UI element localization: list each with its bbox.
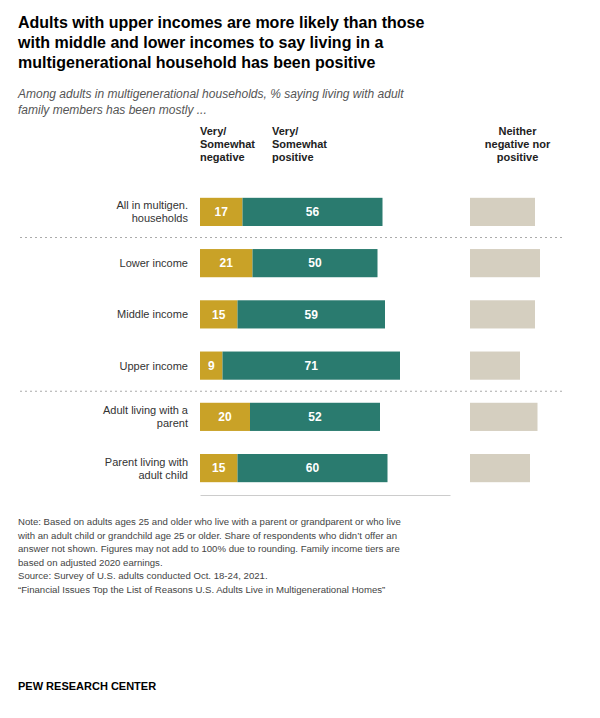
data-label: 17 <box>215 205 229 219</box>
column-header-line: negative <box>200 151 245 163</box>
column-header: Very/Somewhatnegative <box>200 125 255 163</box>
bar <box>250 403 380 431</box>
data-label: 50 <box>308 256 322 270</box>
axis-line <box>201 495 451 496</box>
note-line: based on adjusted 2020 earnings. <box>18 557 163 568</box>
category-label-line: households <box>132 212 189 224</box>
category-label: Adult living with aparent <box>103 404 189 429</box>
column-header: Neithernegative norpositive <box>485 125 551 163</box>
bar <box>470 352 520 380</box>
x-axis <box>201 495 451 496</box>
subtitle-line: family members has been mostly ... <box>18 103 207 117</box>
bar <box>200 300 238 328</box>
separator <box>20 237 565 238</box>
column-header-line: Very/ <box>272 125 298 137</box>
bar <box>200 403 250 431</box>
category-label-line: Lower income <box>120 257 188 269</box>
note-line: answer not shown. Figures may not add to… <box>18 543 400 554</box>
column-header-line: Somewhat <box>272 138 327 150</box>
note: Note: Based on adults ages 25 and older … <box>17 516 401 595</box>
category-label: All in multigen.households <box>116 199 188 224</box>
bar <box>223 352 401 380</box>
bar <box>238 454 388 482</box>
bars-neither <box>470 198 540 482</box>
note-line: with an adult child or grandchild age 25… <box>17 530 397 541</box>
data-label: 20 <box>218 410 232 424</box>
category-label: Middle income <box>117 308 188 320</box>
credit: PEW RESEARCH CENTER <box>18 680 156 692</box>
bar <box>200 454 238 482</box>
bars <box>200 198 400 482</box>
category-label: Upper income <box>120 360 188 372</box>
note-line: Note: Based on adults ages 25 and older … <box>18 516 401 527</box>
bar <box>200 249 253 277</box>
bar <box>243 198 383 226</box>
bar <box>470 198 535 226</box>
bar <box>470 300 535 328</box>
bar <box>470 454 530 482</box>
column-header-line: negative nor <box>485 138 551 150</box>
title-line: Adults with upper incomes are more likel… <box>18 14 424 31</box>
column-header-line: Neither <box>499 125 538 137</box>
data-label: 60 <box>306 461 320 475</box>
category-label-line: Upper income <box>120 360 188 372</box>
data-label: 15 <box>212 308 226 322</box>
column-header-line: positive <box>497 151 539 163</box>
data-label: 21 <box>220 256 234 270</box>
data-label: 59 <box>305 308 319 322</box>
column-header-line: positive <box>272 151 314 163</box>
note-line: Source: Survey of U.S. adults conducted … <box>18 570 268 581</box>
data-label: 52 <box>308 410 322 424</box>
data-label: 56 <box>306 205 320 219</box>
bar <box>238 300 386 328</box>
category-label-line: Parent living with <box>105 456 188 468</box>
title-line: multigenerational household has been pos… <box>18 54 375 71</box>
subtitle: Among adults in multigenerational househ… <box>17 87 404 117</box>
category-label-line: All in multigen. <box>116 199 188 211</box>
bar <box>253 249 378 277</box>
category-label-line: adult child <box>138 469 188 481</box>
category-label-line: Middle income <box>117 308 188 320</box>
separator <box>20 391 565 392</box>
category-label-line: parent <box>157 417 188 429</box>
category-label: Parent living withadult child <box>105 456 188 481</box>
title: Adults with upper incomes are more likel… <box>17 14 424 71</box>
data-labels: 17211592015565059715260262826202724 <box>208 205 512 475</box>
column-header: Very/Somewhatpositive <box>272 125 327 163</box>
data-label: 9 <box>208 359 215 373</box>
bar <box>470 249 540 277</box>
data-label: 71 <box>305 359 319 373</box>
subtitle-line: Among adults in multigenerational househ… <box>17 87 404 101</box>
note-line: “Financial Issues Top the List of Reason… <box>18 584 385 595</box>
bar <box>200 352 223 380</box>
category-label: Lower income <box>120 257 188 269</box>
bar <box>200 198 243 226</box>
data-label: 15 <box>212 461 226 475</box>
category-label-line: Adult living with a <box>103 404 189 416</box>
column-header-line: Very/ <box>200 125 226 137</box>
column-header-line: Somewhat <box>200 138 255 150</box>
title-line: with middle and lower incomes to say liv… <box>17 34 384 51</box>
chart: Adults with upper incomes are more likel… <box>0 0 600 718</box>
bar <box>470 403 538 431</box>
